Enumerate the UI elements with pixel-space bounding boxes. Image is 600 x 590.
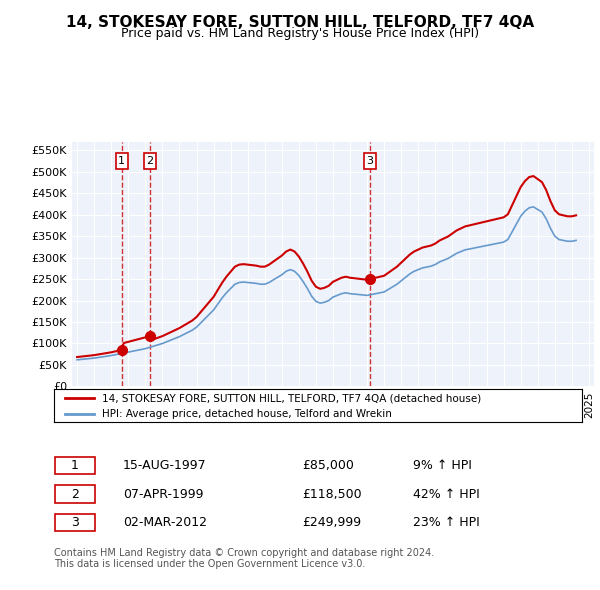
Text: £85,000: £85,000 <box>302 459 354 472</box>
Text: 02-MAR-2012: 02-MAR-2012 <box>122 516 206 529</box>
Text: 1: 1 <box>118 156 125 166</box>
Text: 3: 3 <box>367 156 374 166</box>
Text: 14, STOKESAY FORE, SUTTON HILL, TELFORD, TF7 4QA: 14, STOKESAY FORE, SUTTON HILL, TELFORD,… <box>66 15 534 30</box>
Text: £118,500: £118,500 <box>302 487 362 501</box>
Text: HPI: Average price, detached house, Telford and Wrekin: HPI: Average price, detached house, Telf… <box>101 409 391 418</box>
Text: £249,999: £249,999 <box>302 516 361 529</box>
Text: 2: 2 <box>71 487 79 501</box>
Text: 23% ↑ HPI: 23% ↑ HPI <box>413 516 480 529</box>
Text: 15-AUG-1997: 15-AUG-1997 <box>122 459 206 472</box>
FancyBboxPatch shape <box>55 486 95 503</box>
Text: 2: 2 <box>146 156 154 166</box>
Text: 07-APR-1999: 07-APR-1999 <box>122 487 203 501</box>
Text: 9% ↑ HPI: 9% ↑ HPI <box>413 459 472 472</box>
Text: 3: 3 <box>71 516 79 529</box>
Text: Contains HM Land Registry data © Crown copyright and database right 2024.
This d: Contains HM Land Registry data © Crown c… <box>54 548 434 569</box>
FancyBboxPatch shape <box>55 457 95 474</box>
Text: 14, STOKESAY FORE, SUTTON HILL, TELFORD, TF7 4QA (detached house): 14, STOKESAY FORE, SUTTON HILL, TELFORD,… <box>101 393 481 403</box>
Text: 42% ↑ HPI: 42% ↑ HPI <box>413 487 480 501</box>
Text: Price paid vs. HM Land Registry's House Price Index (HPI): Price paid vs. HM Land Registry's House … <box>121 27 479 40</box>
Text: 1: 1 <box>71 459 79 472</box>
FancyBboxPatch shape <box>55 514 95 532</box>
